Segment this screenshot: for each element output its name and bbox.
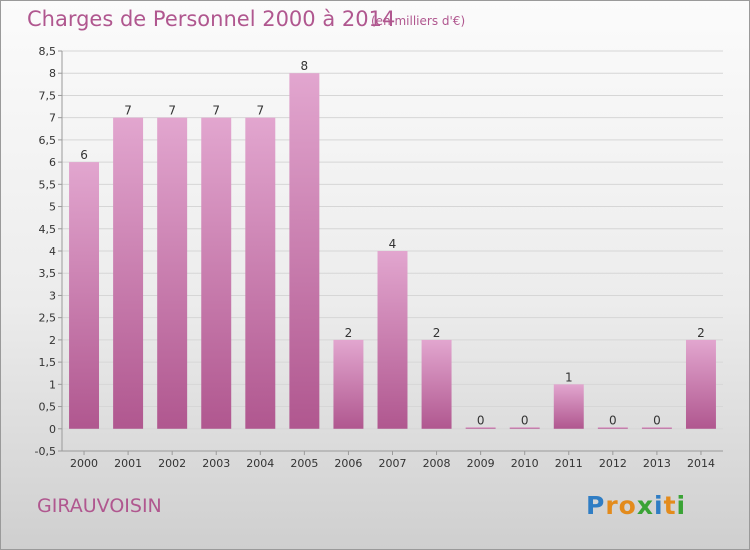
logo-letter: P — [586, 491, 606, 520]
y-tick-label: 2 — [49, 334, 56, 347]
data-label: 2 — [345, 326, 353, 340]
data-label: 1 — [565, 370, 573, 384]
y-tick-label: 5,5 — [39, 178, 57, 191]
x-tick-label: 2014 — [687, 457, 715, 470]
x-tick-label: 2008 — [423, 457, 451, 470]
bar — [685, 339, 716, 429]
proxiti-logo: Proxiti — [586, 491, 686, 520]
x-tick-label: 2000 — [70, 457, 98, 470]
x-tick-label: 2005 — [290, 457, 318, 470]
y-tick-label: 6,5 — [39, 134, 57, 147]
logo-letter: t — [663, 491, 677, 520]
y-tick-label: 4 — [49, 245, 56, 258]
logo-letter: o — [618, 491, 637, 520]
y-tick-label: 1 — [49, 378, 56, 391]
x-tick-label: 2012 — [599, 457, 627, 470]
data-label: 7 — [124, 104, 132, 118]
chart-title: Charges de Personnel 2000 à 2014 — [27, 7, 396, 31]
y-tick-label: 3 — [49, 289, 56, 302]
chart-subtitle: (en milliers d'€) — [371, 14, 466, 28]
axes — [58, 50, 723, 455]
y-tick-label: 4,5 — [39, 223, 57, 236]
bar — [509, 427, 540, 429]
x-tick-label: 2010 — [511, 457, 539, 470]
y-tick-label: 5 — [49, 201, 56, 214]
y-tick-label: 8,5 — [39, 45, 57, 58]
data-label: 6 — [80, 148, 88, 162]
data-label: 0 — [609, 413, 617, 427]
y-tick-label: 6 — [49, 156, 56, 169]
bar — [377, 251, 408, 429]
y-tick-label: 3,5 — [39, 267, 57, 280]
x-tick-label: 2001 — [114, 457, 142, 470]
y-tick-label: 0 — [49, 423, 56, 436]
bar — [333, 339, 364, 429]
x-tick-label: 2004 — [246, 457, 274, 470]
x-tick-label: 2007 — [379, 457, 407, 470]
y-tick-label: 0,5 — [39, 401, 57, 414]
x-tick-label: 2003 — [202, 457, 230, 470]
data-label: 0 — [477, 413, 485, 427]
bar — [157, 117, 188, 429]
y-tick-label: 7 — [49, 112, 56, 125]
bar — [421, 339, 452, 429]
labels: -0,5 0 0,5 1 1,5 2 2,5 3 3,5 4 4,5 5 5,5 6 6,5 7 7,5 8 8,5… — [35, 45, 715, 470]
data-label: 7 — [168, 104, 176, 118]
data-label: 0 — [521, 413, 529, 427]
logo-letter: x — [636, 491, 654, 520]
bar — [289, 73, 320, 429]
logo-letter: r — [605, 491, 619, 520]
x-tick-label: 2002 — [158, 457, 186, 470]
bars — [69, 73, 716, 429]
logo-letter: i — [676, 491, 687, 520]
bar — [641, 427, 672, 429]
data-label: 4 — [389, 237, 397, 251]
bar — [113, 117, 144, 429]
bar — [201, 117, 232, 429]
x-tick-label: 2011 — [555, 457, 583, 470]
x-tick-label: 2009 — [467, 457, 495, 470]
bar — [245, 117, 276, 429]
data-label: 2 — [433, 326, 441, 340]
y-tick-label: -0,5 — [35, 445, 56, 458]
bar — [465, 427, 496, 429]
bar — [597, 427, 628, 429]
y-tick-label: 8 — [49, 67, 56, 80]
data-label: 2 — [697, 326, 705, 340]
x-tick-label: 2013 — [643, 457, 671, 470]
x-tick-label: 2006 — [334, 457, 362, 470]
y-tick-label: 2,5 — [39, 312, 57, 325]
data-label: 7 — [256, 104, 264, 118]
data-label: 0 — [653, 413, 661, 427]
data-label: 7 — [212, 104, 220, 118]
logo-letter: i — [654, 491, 664, 520]
commune-name: GIRAUVOISIN — [37, 495, 162, 517]
bar — [69, 162, 100, 429]
bar — [553, 384, 584, 429]
data-label: 8 — [301, 59, 309, 73]
y-tick-label: 1,5 — [39, 356, 57, 369]
y-tick-label: 7,5 — [39, 89, 57, 102]
